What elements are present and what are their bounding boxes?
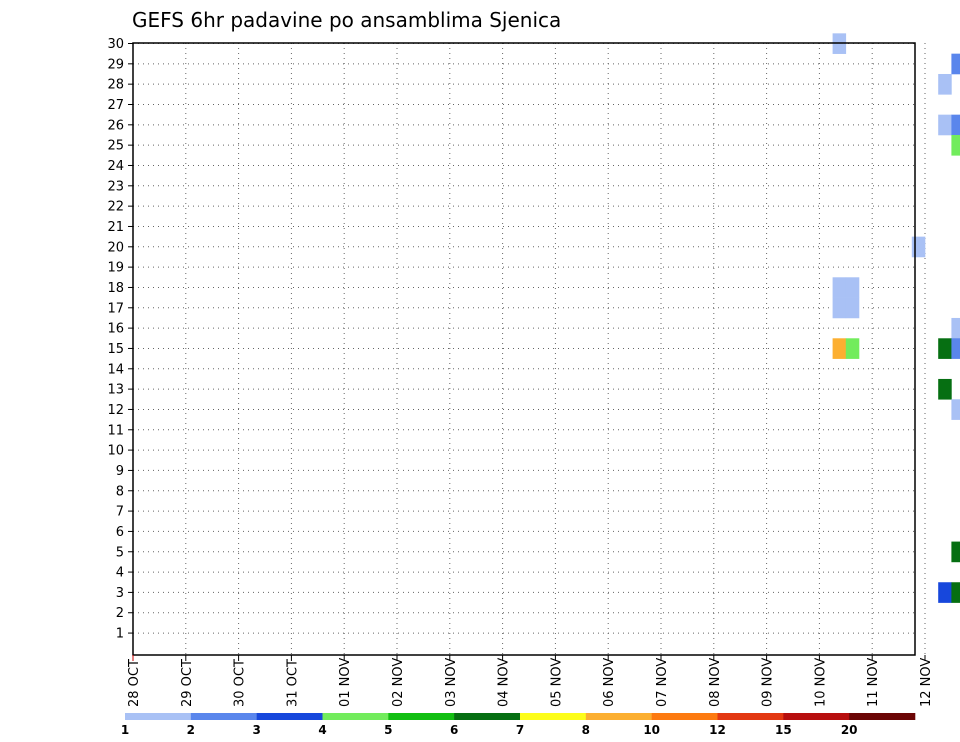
y-tick-label: 20 xyxy=(107,240,124,255)
data-cell xyxy=(845,277,860,298)
colorbar-label: 1 xyxy=(121,723,129,737)
data-cell xyxy=(832,297,847,319)
y-tick-label: 1 xyxy=(116,627,124,642)
data-cells xyxy=(832,33,960,603)
x-tick-label: 08 NOV xyxy=(708,658,723,707)
data-cell xyxy=(951,541,960,563)
data-cell xyxy=(951,317,960,339)
data-cell xyxy=(845,297,860,319)
data-cell xyxy=(938,378,952,400)
colorbar-segment xyxy=(717,713,784,720)
data-cell xyxy=(845,338,860,359)
x-tick-label: 06 NOV xyxy=(602,658,617,707)
y-tick-label: 3 xyxy=(116,586,124,601)
colorbar-segment xyxy=(125,713,192,720)
data-cell xyxy=(951,53,960,75)
y-tick-label: 28 xyxy=(107,78,124,93)
y-tick-label: 29 xyxy=(107,57,124,72)
y-tick-label: 10 xyxy=(107,444,124,459)
y-tick-label: 5 xyxy=(116,545,124,560)
data-cell xyxy=(832,277,847,298)
x-tick-label: 29 OCT xyxy=(180,659,195,707)
x-tick-label: 04 NOV xyxy=(497,658,512,707)
colorbar-label: 2 xyxy=(187,723,195,737)
colorbar-label: 5 xyxy=(384,723,392,737)
y-tick-label: 9 xyxy=(116,464,124,479)
y-tick-label: 23 xyxy=(107,179,124,194)
plot-frame xyxy=(132,42,916,656)
colorbar-segment xyxy=(322,713,389,720)
colorbar-label: 20 xyxy=(841,723,858,737)
data-cell xyxy=(938,73,952,95)
y-tick-label: 15 xyxy=(107,342,124,357)
colorbar-segment xyxy=(585,713,652,720)
x-tick-label: 02 NOV xyxy=(391,658,406,707)
y-tick-label: 7 xyxy=(116,505,124,520)
x-tick-label: 03 NOV xyxy=(444,658,459,707)
data-cell xyxy=(938,114,952,136)
colorbar-label: 3 xyxy=(252,723,260,737)
y-tick-label: 16 xyxy=(107,322,124,337)
y-tick-label: 12 xyxy=(107,403,124,418)
colorbar: 1 2 3 4 5 6 7 8 10 12 15 20 xyxy=(121,713,916,737)
data-cell xyxy=(951,399,960,420)
x-tick-label: 07 NOV xyxy=(655,658,670,707)
colorbar-segment xyxy=(651,713,718,720)
data-cell xyxy=(951,114,960,136)
x-tick-label: 11 NOV xyxy=(866,658,881,707)
grid-lines xyxy=(133,43,926,655)
y-tick-label: 8 xyxy=(116,484,124,499)
y-tick-label: 18 xyxy=(107,281,124,296)
x-tick-label: 28 OCT xyxy=(127,659,142,707)
data-cell xyxy=(832,338,847,359)
colorbar-segment xyxy=(256,713,323,720)
x-tick-label: 12 NOV xyxy=(919,658,934,707)
colorbar-label: 7 xyxy=(516,723,524,737)
y-tick-label: 14 xyxy=(107,362,124,377)
y-tick-label: 6 xyxy=(116,525,124,540)
x-axis: 28 OCT 29 OCT 30 OCT 31 OCT 01 NOV 02 NOV 03 N… xyxy=(127,655,934,707)
colorbar-label: 10 xyxy=(643,723,660,737)
y-axis: 1234567891011121314151617181920212223242… xyxy=(107,37,133,642)
y-tick-label: 21 xyxy=(107,220,124,235)
data-cell xyxy=(951,134,960,156)
data-cell xyxy=(951,338,960,359)
y-tick-label: 4 xyxy=(116,566,124,581)
colorbar-segment xyxy=(388,713,455,720)
y-tick-label: 11 xyxy=(107,423,124,438)
x-tick-label: 30 OCT xyxy=(233,659,248,707)
colorbar-segment xyxy=(520,713,587,720)
data-cell xyxy=(938,582,952,603)
data-cell xyxy=(938,338,952,359)
x-tick-label: 31 OCT xyxy=(285,659,300,707)
colorbar-segment xyxy=(849,713,916,720)
x-tick-label: 10 NOV xyxy=(813,658,828,707)
colorbar-label: 6 xyxy=(450,723,458,737)
x-tick-label: 05 NOV xyxy=(549,658,564,707)
colorbar-label: 8 xyxy=(582,723,590,737)
chart-title: GEFS 6hr padavine po ansamblima Sjenica xyxy=(132,8,561,32)
y-tick-label: 24 xyxy=(107,159,124,174)
colorbar-segment xyxy=(454,713,521,720)
x-tick-label: 01 NOV xyxy=(338,658,353,707)
colorbar-segment xyxy=(783,713,850,720)
colorbar-label: 15 xyxy=(775,723,792,737)
y-tick-label: 27 xyxy=(107,98,124,113)
y-tick-label: 30 xyxy=(107,37,124,52)
x-tick-label: 09 NOV xyxy=(761,658,776,707)
data-cell xyxy=(951,582,960,603)
y-tick-label: 22 xyxy=(107,200,124,215)
y-tick-label: 26 xyxy=(107,118,124,133)
colorbar-label: 4 xyxy=(318,723,326,737)
y-tick-label: 17 xyxy=(107,301,124,316)
y-tick-label: 13 xyxy=(107,383,124,398)
colorbar-label: 12 xyxy=(709,723,726,737)
colorbar-segment xyxy=(190,713,257,720)
y-tick-label: 2 xyxy=(116,606,124,621)
y-tick-label: 19 xyxy=(107,261,124,276)
y-tick-label: 25 xyxy=(107,139,124,154)
data-cell xyxy=(911,236,926,258)
